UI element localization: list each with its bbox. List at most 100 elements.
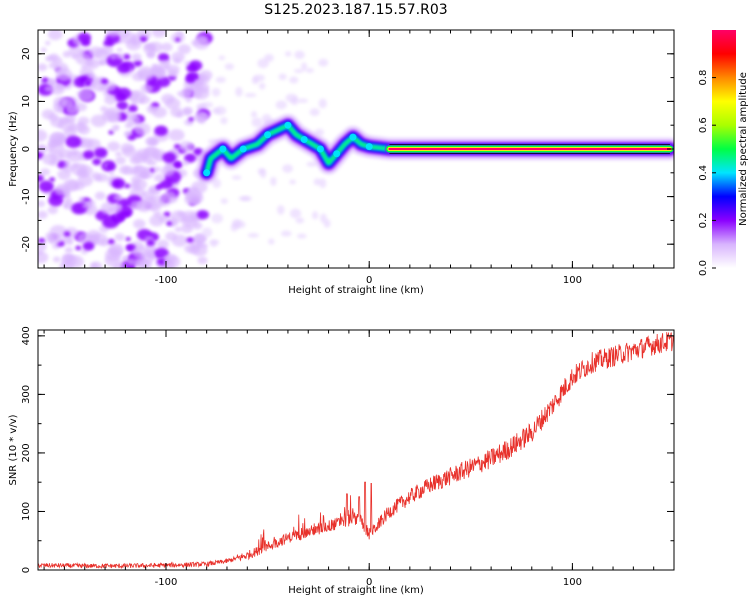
noise-blob bbox=[185, 75, 196, 84]
noise-blob bbox=[65, 104, 79, 115]
signal-spot bbox=[203, 169, 211, 177]
noise-blob bbox=[157, 183, 164, 189]
noise-blob bbox=[188, 116, 194, 122]
noise-blob bbox=[122, 53, 131, 60]
noise-blob bbox=[47, 206, 59, 215]
noise-blob bbox=[181, 160, 189, 166]
noise-blob bbox=[160, 165, 175, 177]
noise-blob bbox=[63, 231, 71, 237]
noise-blob bbox=[186, 237, 194, 243]
noise-blob bbox=[41, 77, 49, 83]
heatmap-layer bbox=[38, 30, 674, 268]
signal-spot bbox=[349, 133, 357, 141]
noise-blob bbox=[176, 91, 184, 97]
faint-blob bbox=[220, 198, 228, 205]
noise-blob bbox=[75, 52, 92, 65]
faint-blob bbox=[218, 55, 226, 61]
signal-spot bbox=[316, 145, 324, 153]
noise-blob bbox=[82, 241, 95, 251]
noise-blob bbox=[146, 239, 155, 247]
noise-blob bbox=[181, 214, 199, 228]
snr-ticks: -100 0 100 0 100 200 300 400 bbox=[21, 326, 675, 588]
noise-blob bbox=[80, 249, 88, 255]
noise-blob bbox=[75, 245, 82, 251]
faint-blob bbox=[278, 73, 287, 81]
noise-blob bbox=[122, 256, 128, 261]
faint-blob bbox=[280, 230, 292, 237]
noise-blob bbox=[54, 83, 65, 91]
noise-blob bbox=[100, 105, 108, 112]
faint-blob bbox=[318, 98, 327, 109]
faint-blob bbox=[289, 208, 302, 219]
noise-blob bbox=[107, 238, 115, 245]
noise-blob bbox=[38, 144, 46, 152]
noise-blob bbox=[56, 123, 63, 129]
noise-blob bbox=[149, 138, 160, 146]
faint-blob bbox=[306, 161, 318, 167]
faint-blob bbox=[295, 217, 305, 224]
noise-blob bbox=[116, 101, 129, 110]
noise-blob bbox=[91, 263, 98, 268]
noise-blob bbox=[115, 156, 126, 165]
snr-background bbox=[38, 330, 674, 570]
noise-blob bbox=[116, 47, 123, 53]
noise-blob bbox=[131, 41, 138, 46]
noise-blob bbox=[151, 63, 159, 69]
noise-blob bbox=[153, 166, 161, 173]
noise-blob bbox=[58, 148, 72, 159]
faint-blob bbox=[314, 128, 325, 136]
noise-blob bbox=[49, 177, 56, 182]
figure-title: S125.2023.187.15.57.R03 bbox=[264, 2, 447, 18]
noise-blob bbox=[78, 196, 85, 202]
noise-blob bbox=[133, 59, 143, 67]
x-tick-label: 0 bbox=[366, 275, 372, 286]
noise-blob bbox=[126, 245, 132, 250]
noise-blob bbox=[143, 156, 153, 164]
noise-blob bbox=[191, 39, 199, 46]
x-tick-label: 100 bbox=[563, 577, 582, 588]
noise-blob bbox=[113, 262, 127, 268]
y-tick-label: 0 bbox=[21, 567, 32, 573]
noise-blob bbox=[173, 161, 182, 168]
noise-blob bbox=[140, 172, 149, 179]
y-tick-label: 100 bbox=[21, 502, 32, 521]
noise-blob bbox=[64, 246, 74, 254]
faint-blob bbox=[220, 117, 228, 125]
noise-blob bbox=[124, 121, 134, 129]
noise-blob bbox=[94, 191, 106, 200]
noise-blob bbox=[76, 169, 89, 178]
noise-blob bbox=[92, 158, 102, 166]
noise-blob bbox=[116, 87, 132, 100]
noise-blob bbox=[195, 82, 210, 94]
noise-blob bbox=[113, 194, 123, 202]
y-tick-label: -20 bbox=[21, 236, 32, 252]
faint-blob bbox=[202, 101, 214, 108]
snr-frame bbox=[37, 329, 675, 571]
y-tick-label: -10 bbox=[21, 188, 32, 204]
noise-blob bbox=[186, 63, 198, 73]
noise-blob bbox=[197, 256, 208, 265]
noise-blob bbox=[77, 232, 93, 245]
noise-blob bbox=[41, 153, 58, 165]
noise-blob bbox=[104, 106, 122, 120]
noise-blob bbox=[154, 153, 165, 162]
noise-blob bbox=[38, 174, 44, 183]
faint-blob bbox=[270, 176, 277, 187]
noise-blob bbox=[48, 61, 59, 69]
noise-blob bbox=[122, 210, 131, 218]
noise-blob bbox=[71, 54, 78, 59]
noise-blob bbox=[38, 63, 48, 72]
signal-spot bbox=[300, 135, 308, 143]
faint-blob bbox=[258, 82, 266, 90]
noise-blob bbox=[107, 207, 115, 213]
noise-blob bbox=[132, 219, 146, 229]
signal-spot bbox=[264, 131, 272, 139]
noise-blob bbox=[48, 148, 54, 153]
noise-blob bbox=[38, 237, 46, 244]
y-tick-label: 200 bbox=[21, 443, 32, 462]
noise-blob bbox=[85, 138, 101, 151]
noise-blob bbox=[84, 80, 92, 86]
y-tick-label: 400 bbox=[21, 326, 32, 345]
faint-blob bbox=[233, 220, 246, 229]
